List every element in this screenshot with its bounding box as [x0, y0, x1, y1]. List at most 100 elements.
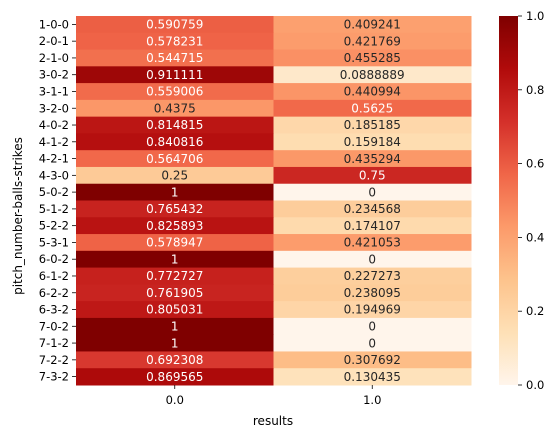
y-tick-label: 6-1-2	[39, 269, 69, 283]
heatmap-cell	[76, 32, 274, 51]
y-tick-label: 5-2-2	[39, 219, 69, 233]
heatmap-cell	[273, 150, 472, 168]
heatmap-cell	[76, 66, 274, 84]
heatmap-cell	[76, 133, 274, 151]
heatmap-cell	[273, 183, 472, 201]
heatmap-cell-label: 0.825893	[146, 219, 203, 233]
colorbar-ticks: 0.0 0.2 0.4 0.6 0.8 1.0	[518, 9, 544, 392]
heatmap-cell-label: 0.564706	[146, 152, 203, 166]
heatmap-cell-label: 0.559006	[146, 85, 203, 99]
heatmap-cell	[273, 133, 472, 151]
heatmap-cell-label: 0.911111	[146, 68, 203, 82]
y-tick-label: 4-1-2	[39, 135, 69, 149]
heatmap-cell-label: 0.238095	[344, 286, 401, 300]
y-tick-label: 7-3-2	[39, 370, 69, 384]
heatmap-cell	[76, 83, 274, 101]
heatmap-cell	[273, 83, 472, 101]
heatmap-cell	[76, 116, 274, 134]
heatmap-cell	[273, 368, 472, 386]
heatmap-cell-label: 1	[171, 336, 179, 350]
heatmap-cell-label: 0	[368, 336, 376, 350]
heatmap-cell-label: 0.4375	[154, 101, 196, 115]
y-tick-label: 5-1-2	[39, 202, 69, 216]
heatmap-cell	[76, 234, 274, 252]
heatmap-cell	[76, 49, 274, 67]
heatmap-cell	[76, 166, 274, 185]
heatmap-cell-label: 0.194969	[344, 303, 401, 317]
x-tick-label: 1.0	[363, 393, 381, 407]
heatmap-cell	[273, 301, 472, 319]
heatmap-cell-label: 0.765432	[146, 202, 203, 216]
y-tick-label: 3-2-0	[39, 101, 69, 115]
y-tick-label: 5-3-1	[39, 235, 69, 249]
heatmap-cell	[76, 317, 274, 336]
heatmap-cell-label: 0.25	[161, 169, 188, 183]
heatmap-cell	[273, 284, 472, 302]
heatmap-cell	[76, 368, 274, 386]
heatmap-cell-label: 0.307692	[344, 353, 401, 367]
colorbar-tick-label: 0.4	[526, 230, 544, 244]
heatmap-cells	[76, 16, 472, 386]
heatmap-cell-label: 0.0888889	[340, 68, 405, 82]
colorbar-tick-label: 0.0	[526, 378, 544, 392]
colorbar-tick-label: 0.2	[526, 304, 544, 318]
colorbar-tick-label: 0.6	[526, 157, 544, 171]
heatmap-cell	[76, 217, 274, 235]
heatmap-cell-label: 0.814815	[146, 118, 203, 132]
heatmap-cell	[76, 334, 274, 352]
heatmap-cell	[76, 99, 274, 118]
heatmap-cell-label: 0.544715	[146, 51, 203, 65]
heatmap-cell-label: 0.130435	[344, 370, 401, 384]
heatmap-cell-label: 0.174107	[344, 219, 401, 233]
x-axis-label: results	[253, 414, 293, 428]
heatmap-cell-labels: 0.590759 0.409241 0.578231 0.421769 0.544715…	[146, 18, 405, 384]
y-axis-label: pitch_number-balls-strikes	[11, 137, 25, 295]
heatmap-cell-label: 0.869565	[146, 370, 203, 384]
y-tick-label: 5-0-2	[39, 185, 69, 199]
y-tick-label: 4-2-1	[39, 152, 69, 166]
heatmap-cell-label: 0	[368, 319, 376, 333]
heatmap-cell	[76, 150, 274, 168]
heatmap-cell	[76, 200, 274, 218]
heatmap-cell-label: 1	[171, 319, 179, 333]
heatmap-cell-label: 0.227273	[344, 269, 401, 283]
heatmap-cell	[273, 334, 472, 352]
heatmap-cell	[273, 200, 472, 218]
y-tick-label: 6-3-2	[39, 303, 69, 317]
heatmap-cell	[273, 166, 472, 185]
heatmap-cell-label: 0.435294	[344, 152, 401, 166]
heatmap-cell-label: 0.761905	[146, 286, 203, 300]
heatmap-cell	[273, 49, 472, 67]
heatmap-cell-label: 0.578231	[146, 34, 203, 48]
heatmap-cell-label: 0.75	[359, 169, 386, 183]
heatmap-cell	[273, 217, 472, 235]
heatmap-cell-label: 1	[171, 252, 179, 266]
colorbar-tick-label: 0.8	[526, 83, 544, 97]
heatmap-cell	[273, 32, 472, 51]
heatmap-cell-label: 0.409241	[344, 18, 401, 32]
heatmap-cell-label: 0.455285	[344, 51, 401, 65]
y-tick-label: 3-0-2	[39, 68, 69, 82]
y-tick-label: 3-1-1	[39, 84, 69, 98]
y-tick-label: 6-0-2	[39, 252, 69, 266]
colorbar-tick-label: 1.0	[526, 9, 544, 23]
y-tick-label: 7-1-2	[39, 336, 69, 350]
heatmap-cell	[76, 284, 274, 302]
y-tick-label: 2-1-0	[39, 51, 69, 65]
heatmap-cell-label: 0.805031	[146, 303, 203, 317]
heatmap-cell	[273, 317, 472, 336]
heatmap-cell	[76, 183, 274, 201]
y-tick-label: 7-0-2	[39, 319, 69, 333]
heatmap-cell-label: 0.234568	[344, 202, 401, 216]
heatmap-cell	[76, 267, 274, 285]
heatmap-cell-label: 0.421769	[344, 34, 401, 48]
heatmap-cell	[76, 16, 274, 34]
heatmap-cell-label: 0.440994	[344, 85, 401, 99]
heatmap-cell-label: 0.421053	[344, 236, 401, 250]
y-tick-label: 7-2-2	[39, 353, 69, 367]
y-tick-label: 4-3-0	[39, 168, 69, 182]
y-tick-label: 2-0-1	[39, 34, 69, 48]
heatmap-cell	[273, 351, 472, 369]
heatmap-cell	[273, 250, 472, 269]
